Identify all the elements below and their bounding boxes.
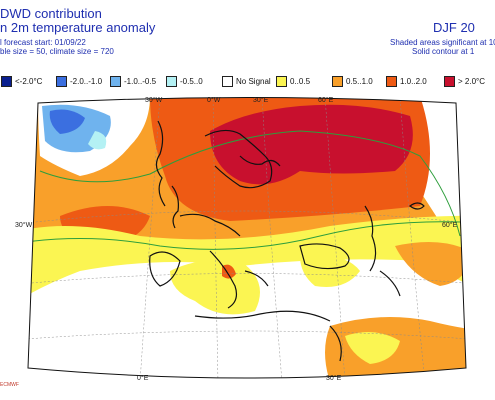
- legend-swatch: [222, 75, 233, 87]
- legend-item: > 2.0°C: [444, 74, 485, 88]
- lon-label-0w: 0°W: [207, 96, 221, 104]
- ensemble-size-label: ble size = 50, climate size = 720: [0, 47, 114, 56]
- legend-item: No Signal: [222, 74, 271, 88]
- side-label-60e: 60°E: [442, 221, 458, 229]
- legend-swatch: [276, 75, 287, 87]
- legend-swatch: [444, 75, 455, 87]
- legend-swatch: [110, 75, 121, 87]
- legend-swatch: [386, 75, 397, 87]
- legend-item: 0..0.5: [276, 74, 310, 88]
- legend-label: No Signal: [236, 76, 271, 86]
- color-legend: <-2.0°C -2.0..-1.0 -1.0..-0.5 -0.5..0 No Sig…: [0, 74, 495, 88]
- map-frame: [27, 97, 467, 379]
- legend-item: -1.0..-0.5: [110, 74, 156, 88]
- season-label: DJF 20: [433, 20, 475, 35]
- significance-contour-north: [39, 130, 461, 237]
- contour-note: Solid contour at 1: [412, 47, 475, 56]
- legend-item: 1.0..2.0: [386, 74, 427, 88]
- anomaly-minus2-minus1-west: [49, 109, 85, 134]
- map-title-line2: n 2m temperature anomaly: [0, 20, 156, 35]
- legend-label: 1.0..2.0: [400, 76, 427, 86]
- legend-item: 0.5..1.0: [332, 74, 373, 88]
- significance-note: Shaded areas significant at 10: [390, 38, 495, 47]
- lon-label-30w: 30°W: [145, 96, 163, 104]
- legend-label: 0..0.5: [290, 76, 311, 86]
- bottom-label-0e: 0°E: [137, 374, 149, 382]
- legend-swatch: [1, 75, 12, 87]
- legend-label: -2.0..-1.0: [70, 76, 103, 86]
- graticule: [28, 97, 466, 378]
- anomaly-0.5-1-east: [395, 242, 466, 286]
- legend-item: -2.0..-1.0: [56, 74, 102, 88]
- legend-item: -0.5..0: [166, 74, 203, 88]
- legend-item: <-2.0°C: [1, 74, 42, 88]
- legend-swatch: [56, 75, 67, 87]
- legend-swatch: [332, 75, 343, 87]
- anomaly-minus0.5-0-west: [88, 131, 107, 150]
- legend-swatch: [166, 75, 177, 87]
- anomaly-0-0.5-southeast: [345, 332, 400, 364]
- anomaly-map: 30°W 0°W 30°E 60°E 30°W 60°E 0°E 30°E: [15, 96, 467, 382]
- coastlines: [149, 120, 425, 362]
- legend-label: -0.5..0: [180, 76, 203, 86]
- bottom-label-30e: 30°E: [326, 374, 342, 382]
- forecast-start-label: l forecast start: 01/09/22: [0, 38, 86, 47]
- legend-label: 0.5..1.0: [346, 76, 373, 86]
- credit-text: ECMWF: [0, 382, 19, 388]
- legend-label: > 2.0°C: [458, 76, 485, 86]
- legend-label: <-2.0°C: [15, 76, 43, 86]
- significance-contour-south: [28, 221, 466, 250]
- anomaly-0-0.5-black-sea: [300, 255, 360, 287]
- side-label-30w: 30°W: [15, 221, 33, 229]
- anomaly-1-2-adriatic: [222, 264, 236, 279]
- map-title-line1: DWD contribution: [0, 6, 102, 21]
- lon-label-60e: 60°E: [318, 96, 334, 104]
- lon-label-30e: 30°E: [253, 96, 269, 104]
- legend-label: -1.0..-0.5: [124, 76, 157, 86]
